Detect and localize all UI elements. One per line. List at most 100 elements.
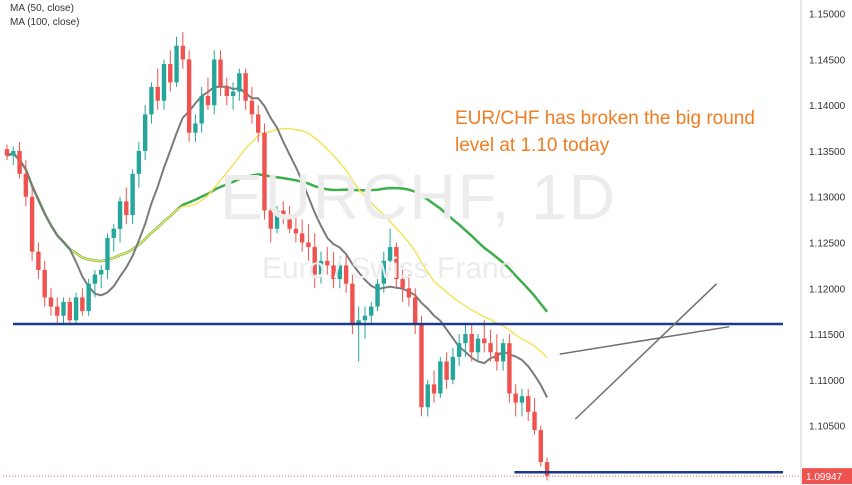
- candle-body: [17, 150, 22, 174]
- candle-body: [262, 132, 267, 211]
- watermark-name: Euro / Swiss Franc: [262, 252, 514, 285]
- candle-body: [249, 100, 255, 115]
- candle-body: [4, 149, 10, 156]
- price-axis[interactable]: 1.15000 1.14500 1.14000 1.13500 1.13000 1.125…: [809, 10, 846, 479]
- candle-body: [218, 59, 223, 87]
- candle-body: [482, 338, 487, 344]
- candle-body: [369, 306, 374, 316]
- candle-body: [80, 297, 85, 312]
- y-tick-label: 1.13500: [809, 147, 846, 158]
- candle-body: [29, 196, 35, 252]
- candle-body: [538, 430, 543, 463]
- candle-body: [331, 265, 336, 280]
- candle-body: [168, 64, 173, 83]
- candle-body: [519, 396, 525, 403]
- candle-body: [99, 269, 104, 275]
- candle-body: [500, 343, 506, 362]
- candle-body: [111, 228, 116, 238]
- candle-body: [438, 361, 443, 394]
- candle-body: [124, 201, 129, 216]
- candle-body: [362, 315, 368, 321]
- candle-body: [86, 283, 91, 312]
- candle-body: [544, 462, 550, 476]
- candle-body: [237, 73, 242, 92]
- y-tick-label: 1.13000: [809, 193, 846, 204]
- y-tick-label: 1.11000: [809, 376, 845, 387]
- candle-body: [92, 274, 98, 284]
- candle-body: [387, 247, 393, 261]
- indicator-legend: MA (50, close) MA (100, close): [10, 2, 79, 30]
- candle-body: [494, 352, 500, 362]
- candle-body: [136, 150, 142, 174]
- candle-body: [475, 338, 481, 353]
- candle-body: [394, 247, 399, 280]
- candle-body: [42, 269, 47, 298]
- candle-body: [268, 210, 273, 229]
- candle-body: [180, 45, 186, 60]
- candle-body: [375, 283, 380, 307]
- candle-body: [117, 201, 123, 229]
- candle-body: [11, 150, 16, 156]
- candle-body: [199, 96, 204, 124]
- candle-body: [325, 260, 330, 266]
- candle-body: [142, 114, 148, 151]
- last-price-text: 1.09947: [806, 472, 843, 483]
- candle-body: [105, 237, 110, 270]
- y-tick-label: 1.10500: [809, 422, 846, 433]
- candle-body: [212, 59, 217, 106]
- candle-body: [381, 260, 386, 284]
- candle-body: [356, 320, 361, 325]
- horizontal-levels: [13, 322, 783, 474]
- candle-body: [299, 233, 305, 243]
- candle-body: [36, 251, 41, 270]
- last-price-label: 1.09947: [3, 468, 852, 485]
- candle-body: [256, 114, 261, 133]
- candle-body: [413, 297, 418, 325]
- last-price-badge: [802, 468, 852, 485]
- candle-body: [281, 210, 286, 216]
- candle-body: [444, 361, 449, 380]
- candle-body: [469, 334, 474, 353]
- candle-body: [419, 324, 424, 408]
- candle-body: [293, 228, 299, 234]
- candle-body: [318, 260, 324, 275]
- y-tick-label: 1.15000: [809, 10, 846, 21]
- candle-body: [450, 356, 456, 380]
- candle-body: [513, 393, 518, 403]
- candle-body: [400, 279, 405, 289]
- y-tick-label: 1.11500: [809, 330, 845, 341]
- candle-body: [230, 91, 236, 97]
- candle-body: [149, 86, 154, 115]
- candle-body: [193, 123, 198, 133]
- candle-body: [431, 384, 437, 394]
- y-tick-label: 1.12500: [809, 239, 846, 250]
- candle-body: [456, 343, 462, 357]
- candle-body: [306, 242, 311, 248]
- candle-body: [526, 396, 531, 412]
- candle-body: [532, 411, 537, 431]
- candle-body: [507, 343, 512, 394]
- candle-body: [48, 297, 54, 307]
- candle-body: [61, 301, 66, 316]
- candle-body: [425, 384, 430, 408]
- legend-ma50[interactable]: MA (50, close): [10, 3, 74, 14]
- candle-body: [463, 334, 468, 344]
- legend-ma100[interactable]: MA (100, close): [10, 17, 80, 28]
- candle-body: [274, 210, 280, 229]
- candle-body: [55, 306, 60, 316]
- candle-body: [205, 96, 211, 106]
- candle-body: [130, 173, 135, 216]
- candle-body: [186, 59, 192, 133]
- candle-body: [287, 215, 292, 229]
- candles: [4, 32, 550, 481]
- candle-body: [174, 45, 179, 83]
- annotation-text: EUR/CHF has broken the big round level a…: [455, 108, 755, 156]
- candle-body: [488, 343, 493, 353]
- candle-body: [161, 64, 167, 101]
- candle-body: [343, 265, 349, 284]
- channel-line: [574, 283, 718, 420]
- candle-body: [243, 73, 248, 101]
- candle-body: [224, 86, 229, 97]
- watermark-symbol: EURCHF, 1D: [220, 161, 617, 233]
